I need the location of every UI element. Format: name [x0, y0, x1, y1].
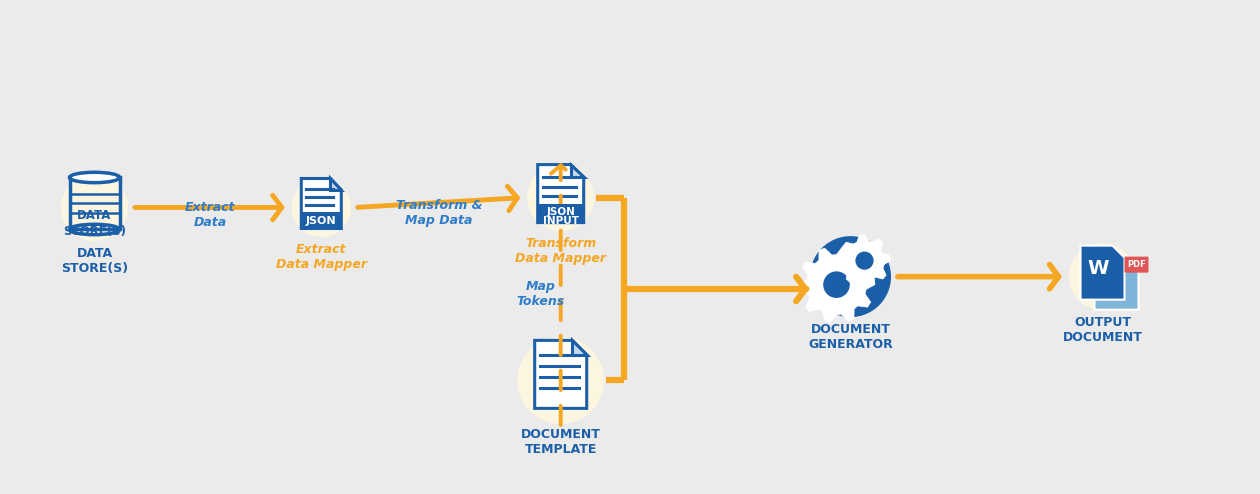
Text: PDF: PDF — [1128, 260, 1145, 269]
Polygon shape — [572, 340, 587, 355]
Ellipse shape — [517, 337, 605, 424]
Text: Extract
Data Mapper: Extract Data Mapper — [276, 243, 367, 271]
Text: DOCUMENT
TEMPLATE: DOCUMENT TEMPLATE — [520, 428, 601, 456]
Polygon shape — [301, 178, 341, 229]
Text: OUTPUT
DOCUMENT: OUTPUT DOCUMENT — [1062, 316, 1143, 344]
Text: INPUT: INPUT — [543, 216, 578, 226]
Circle shape — [824, 272, 849, 297]
Text: W: W — [1087, 259, 1109, 278]
Polygon shape — [538, 165, 583, 223]
Text: Extract
Data: Extract Data — [185, 202, 236, 230]
Polygon shape — [1081, 246, 1124, 300]
Ellipse shape — [69, 172, 120, 183]
Text: JSON: JSON — [547, 207, 575, 217]
Polygon shape — [534, 340, 587, 409]
Text: DATA
STORE(S): DATA STORE(S) — [60, 247, 129, 275]
FancyBboxPatch shape — [1124, 257, 1149, 273]
Polygon shape — [798, 247, 874, 323]
Polygon shape — [838, 235, 891, 287]
FancyBboxPatch shape — [302, 212, 340, 227]
Polygon shape — [1095, 255, 1139, 310]
Ellipse shape — [60, 174, 129, 241]
Text: DATA
STORE(S): DATA STORE(S) — [63, 209, 126, 238]
Ellipse shape — [527, 164, 595, 231]
Text: Transform
Data Mapper: Transform Data Mapper — [515, 237, 606, 265]
Text: Transform &
Map Data: Transform & Map Data — [396, 200, 483, 227]
Text: Map
Tokens: Map Tokens — [517, 280, 564, 308]
Polygon shape — [330, 178, 341, 190]
Text: DOCUMENT
GENERATOR: DOCUMENT GENERATOR — [808, 323, 893, 351]
Circle shape — [856, 252, 873, 269]
Polygon shape — [571, 165, 583, 177]
FancyBboxPatch shape — [539, 204, 582, 222]
Ellipse shape — [810, 236, 891, 317]
Ellipse shape — [1068, 243, 1137, 310]
Ellipse shape — [291, 178, 352, 237]
Text: JSON: JSON — [306, 216, 336, 226]
